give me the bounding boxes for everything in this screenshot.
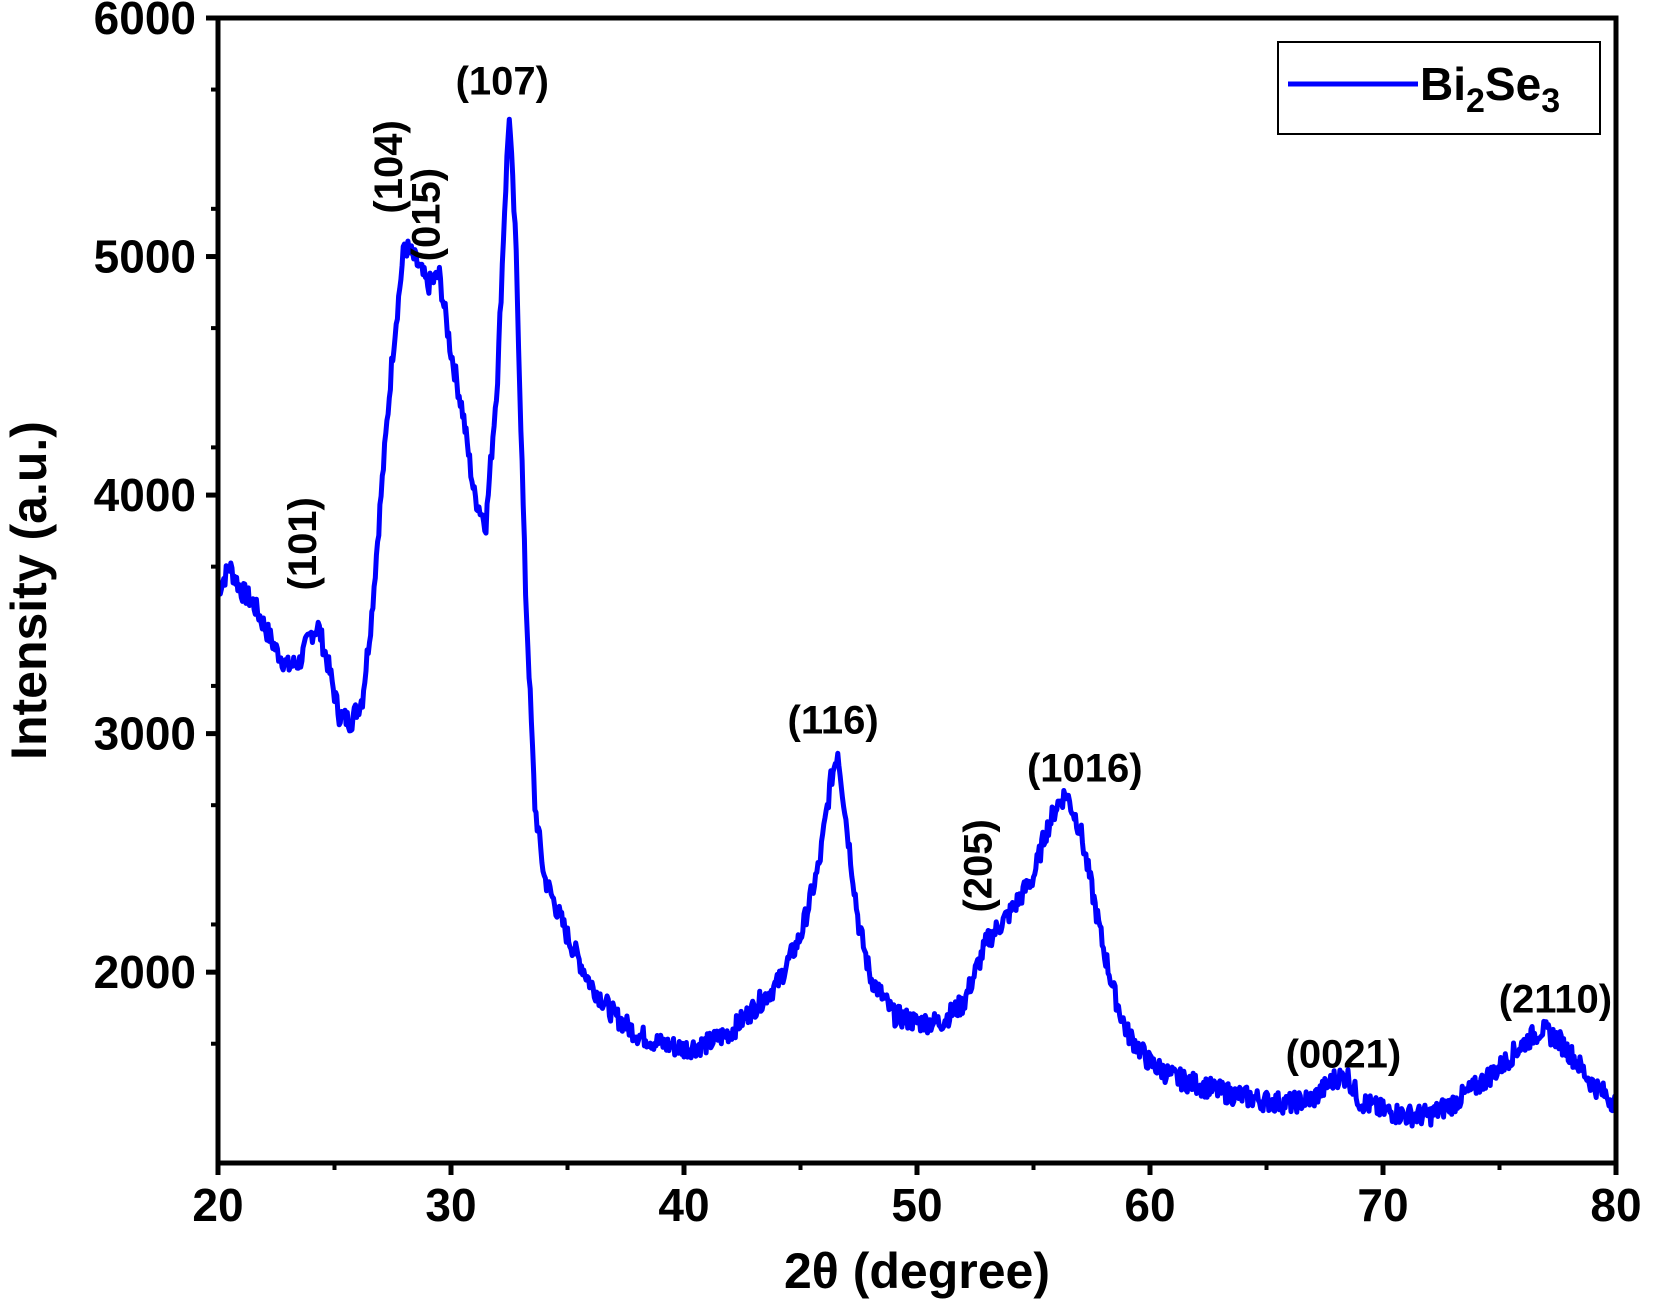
peak-label: (015) bbox=[404, 168, 448, 261]
series-line-bi2se3 bbox=[215, 116, 1619, 1129]
y-tick-label: 4000 bbox=[94, 469, 196, 521]
x-tick-label: 40 bbox=[658, 1179, 709, 1231]
x-tick-label: 50 bbox=[891, 1179, 942, 1231]
peak-label: (107) bbox=[456, 59, 549, 103]
peak-label: (116) bbox=[788, 699, 879, 743]
x-tick-label: 30 bbox=[425, 1179, 476, 1231]
y-tick-label: 3000 bbox=[94, 708, 196, 760]
legend-box bbox=[1277, 41, 1601, 135]
y-axis-title: Intensity (a.u.) bbox=[1, 421, 57, 760]
y-tick-label: 5000 bbox=[94, 231, 196, 283]
legend-label: Bi2Se3 bbox=[1420, 58, 1560, 120]
legend-label-base1: Bi bbox=[1420, 58, 1466, 110]
y-axis-ticks: 2000 3000 4000 5000 6000 bbox=[94, 0, 218, 1046]
peak-annotations: (101) (104)(015) (107) (116) (205) (1016) (002… bbox=[281, 59, 1612, 1076]
peak-label: (205) bbox=[957, 819, 1001, 912]
x-tick-label: 80 bbox=[1590, 1179, 1641, 1231]
x-axis-title: 2θ (degree) bbox=[784, 1243, 1050, 1299]
legend-label-base2: Se bbox=[1485, 58, 1541, 110]
y-tick-label: 6000 bbox=[94, 0, 196, 44]
plot-area bbox=[215, 116, 1619, 1129]
x-tick-label: 70 bbox=[1357, 1179, 1408, 1231]
legend-label-sub2: 3 bbox=[1541, 82, 1560, 120]
x-tick-label: 20 bbox=[192, 1179, 243, 1231]
x-tick-label: 60 bbox=[1124, 1179, 1175, 1231]
plot-frame bbox=[215, 15, 1619, 1166]
peak-label: (104) bbox=[367, 120, 411, 213]
peak-label: (0021) bbox=[1286, 1033, 1402, 1077]
peak-label: (101) bbox=[281, 497, 325, 590]
peak-label: (1016) bbox=[1027, 746, 1143, 790]
x-axis-ticks: 20 30 40 50 60 70 80 bbox=[192, 1163, 1642, 1231]
y-tick-label: 2000 bbox=[94, 946, 196, 998]
peak-label: (2110) bbox=[1499, 978, 1612, 1022]
legend-label-sub1: 2 bbox=[1466, 82, 1485, 120]
legend: Bi2Se3 bbox=[1277, 41, 1601, 135]
